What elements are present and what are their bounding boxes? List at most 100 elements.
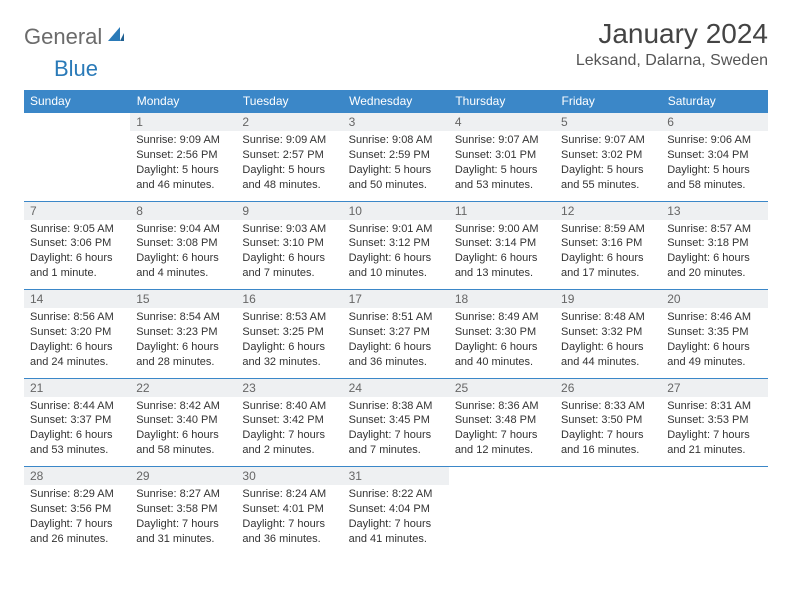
day-content-cell: Sunrise: 8:44 AMSunset: 3:37 PMDaylight:… — [24, 397, 130, 467]
daylight-text: Daylight: 6 hours and 53 minutes. — [30, 428, 124, 458]
month-title: January 2024 — [576, 18, 768, 50]
day-number-cell: 18 — [449, 290, 555, 309]
day-content-cell: Sunrise: 8:48 AMSunset: 3:32 PMDaylight:… — [555, 308, 661, 378]
sunset-text: Sunset: 3:18 PM — [667, 236, 761, 251]
sunset-text: Sunset: 3:16 PM — [561, 236, 655, 251]
day-content-cell: Sunrise: 9:07 AMSunset: 3:01 PMDaylight:… — [449, 131, 555, 201]
sunrise-text: Sunrise: 9:01 AM — [349, 222, 443, 237]
day-header: Saturday — [661, 90, 767, 113]
day-header: Wednesday — [343, 90, 449, 113]
sunrise-text: Sunrise: 8:31 AM — [667, 399, 761, 414]
daylight-text: Daylight: 6 hours and 20 minutes. — [667, 251, 761, 281]
day-number-cell: 8 — [130, 201, 236, 220]
day-number-cell: 12 — [555, 201, 661, 220]
logo-text-general: General — [24, 24, 102, 50]
day-number-cell — [661, 467, 767, 486]
sunrise-text: Sunrise: 8:40 AM — [242, 399, 336, 414]
day-number-cell: 13 — [661, 201, 767, 220]
daylight-text: Daylight: 7 hours and 12 minutes. — [455, 428, 549, 458]
day-content-cell: Sunrise: 8:33 AMSunset: 3:50 PMDaylight:… — [555, 397, 661, 467]
daylight-text: Daylight: 6 hours and 36 minutes. — [349, 340, 443, 370]
sunset-text: Sunset: 3:27 PM — [349, 325, 443, 340]
day-content-cell: Sunrise: 8:29 AMSunset: 3:56 PMDaylight:… — [24, 485, 130, 555]
day-content-cell: Sunrise: 8:51 AMSunset: 3:27 PMDaylight:… — [343, 308, 449, 378]
day-number-cell: 16 — [236, 290, 342, 309]
sunset-text: Sunset: 3:02 PM — [561, 148, 655, 163]
day-number-cell: 30 — [236, 467, 342, 486]
daylight-text: Daylight: 6 hours and 40 minutes. — [455, 340, 549, 370]
day-content-cell: Sunrise: 8:36 AMSunset: 3:48 PMDaylight:… — [449, 397, 555, 467]
day-number-cell: 17 — [343, 290, 449, 309]
sunset-text: Sunset: 2:56 PM — [136, 148, 230, 163]
daylight-text: Daylight: 5 hours and 58 minutes. — [667, 163, 761, 193]
daylight-text: Daylight: 6 hours and 17 minutes. — [561, 251, 655, 281]
day-content-cell — [449, 485, 555, 555]
day-content-cell: Sunrise: 9:07 AMSunset: 3:02 PMDaylight:… — [555, 131, 661, 201]
sunset-text: Sunset: 3:56 PM — [30, 502, 124, 517]
calendar-table: SundayMondayTuesdayWednesdayThursdayFrid… — [24, 90, 768, 555]
sunrise-text: Sunrise: 9:06 AM — [667, 133, 761, 148]
day-content-cell: Sunrise: 8:42 AMSunset: 3:40 PMDaylight:… — [130, 397, 236, 467]
day-content-cell: Sunrise: 9:06 AMSunset: 3:04 PMDaylight:… — [661, 131, 767, 201]
day-content-cell: Sunrise: 8:46 AMSunset: 3:35 PMDaylight:… — [661, 308, 767, 378]
day-content-cell: Sunrise: 8:59 AMSunset: 3:16 PMDaylight:… — [555, 220, 661, 290]
sunset-text: Sunset: 4:01 PM — [242, 502, 336, 517]
day-content-cell: Sunrise: 8:22 AMSunset: 4:04 PMDaylight:… — [343, 485, 449, 555]
sunset-text: Sunset: 3:50 PM — [561, 413, 655, 428]
daylight-text: Daylight: 5 hours and 46 minutes. — [136, 163, 230, 193]
daylight-text: Daylight: 5 hours and 48 minutes. — [242, 163, 336, 193]
day-content-cell: Sunrise: 9:09 AMSunset: 2:57 PMDaylight:… — [236, 131, 342, 201]
daylight-text: Daylight: 7 hours and 36 minutes. — [242, 517, 336, 547]
sunset-text: Sunset: 3:20 PM — [30, 325, 124, 340]
day-content-cell: Sunrise: 8:53 AMSunset: 3:25 PMDaylight:… — [236, 308, 342, 378]
day-number-cell: 5 — [555, 113, 661, 132]
day-number-cell: 11 — [449, 201, 555, 220]
daylight-text: Daylight: 7 hours and 2 minutes. — [242, 428, 336, 458]
daylight-text: Daylight: 6 hours and 10 minutes. — [349, 251, 443, 281]
sunset-text: Sunset: 3:10 PM — [242, 236, 336, 251]
day-header: Tuesday — [236, 90, 342, 113]
day-number-cell: 19 — [555, 290, 661, 309]
sunrise-text: Sunrise: 8:49 AM — [455, 310, 549, 325]
daylight-text: Daylight: 6 hours and 1 minute. — [30, 251, 124, 281]
daylight-text: Daylight: 6 hours and 7 minutes. — [242, 251, 336, 281]
daylight-text: Daylight: 6 hours and 28 minutes. — [136, 340, 230, 370]
sunrise-text: Sunrise: 8:51 AM — [349, 310, 443, 325]
day-content-cell: Sunrise: 8:31 AMSunset: 3:53 PMDaylight:… — [661, 397, 767, 467]
daylight-text: Daylight: 7 hours and 7 minutes. — [349, 428, 443, 458]
sunrise-text: Sunrise: 9:05 AM — [30, 222, 124, 237]
day-number-cell: 15 — [130, 290, 236, 309]
daylight-text: Daylight: 7 hours and 26 minutes. — [30, 517, 124, 547]
day-number-cell — [555, 467, 661, 486]
sunset-text: Sunset: 3:25 PM — [242, 325, 336, 340]
day-header: Monday — [130, 90, 236, 113]
day-number-cell: 26 — [555, 378, 661, 397]
day-number-cell: 23 — [236, 378, 342, 397]
day-number-cell: 9 — [236, 201, 342, 220]
daylight-text: Daylight: 6 hours and 44 minutes. — [561, 340, 655, 370]
sunrise-text: Sunrise: 8:36 AM — [455, 399, 549, 414]
day-header: Thursday — [449, 90, 555, 113]
sunset-text: Sunset: 3:01 PM — [455, 148, 549, 163]
sunrise-text: Sunrise: 8:53 AM — [242, 310, 336, 325]
day-content-cell: Sunrise: 8:27 AMSunset: 3:58 PMDaylight:… — [130, 485, 236, 555]
day-number-cell — [24, 113, 130, 132]
daylight-text: Daylight: 7 hours and 41 minutes. — [349, 517, 443, 547]
logo-sail-icon — [106, 25, 126, 50]
sunrise-text: Sunrise: 9:00 AM — [455, 222, 549, 237]
day-content-cell — [555, 485, 661, 555]
sunset-text: Sunset: 3:37 PM — [30, 413, 124, 428]
day-number-cell: 29 — [130, 467, 236, 486]
sunrise-text: Sunrise: 9:04 AM — [136, 222, 230, 237]
calendar-header-row: SundayMondayTuesdayWednesdayThursdayFrid… — [24, 90, 768, 113]
day-number-cell: 7 — [24, 201, 130, 220]
day-content-cell: Sunrise: 8:40 AMSunset: 3:42 PMDaylight:… — [236, 397, 342, 467]
sunrise-text: Sunrise: 9:08 AM — [349, 133, 443, 148]
sunrise-text: Sunrise: 8:24 AM — [242, 487, 336, 502]
sunrise-text: Sunrise: 8:56 AM — [30, 310, 124, 325]
sunrise-text: Sunrise: 8:46 AM — [667, 310, 761, 325]
sunrise-text: Sunrise: 8:54 AM — [136, 310, 230, 325]
day-content-cell: Sunrise: 8:38 AMSunset: 3:45 PMDaylight:… — [343, 397, 449, 467]
day-header: Sunday — [24, 90, 130, 113]
day-content-cell: Sunrise: 9:01 AMSunset: 3:12 PMDaylight:… — [343, 220, 449, 290]
